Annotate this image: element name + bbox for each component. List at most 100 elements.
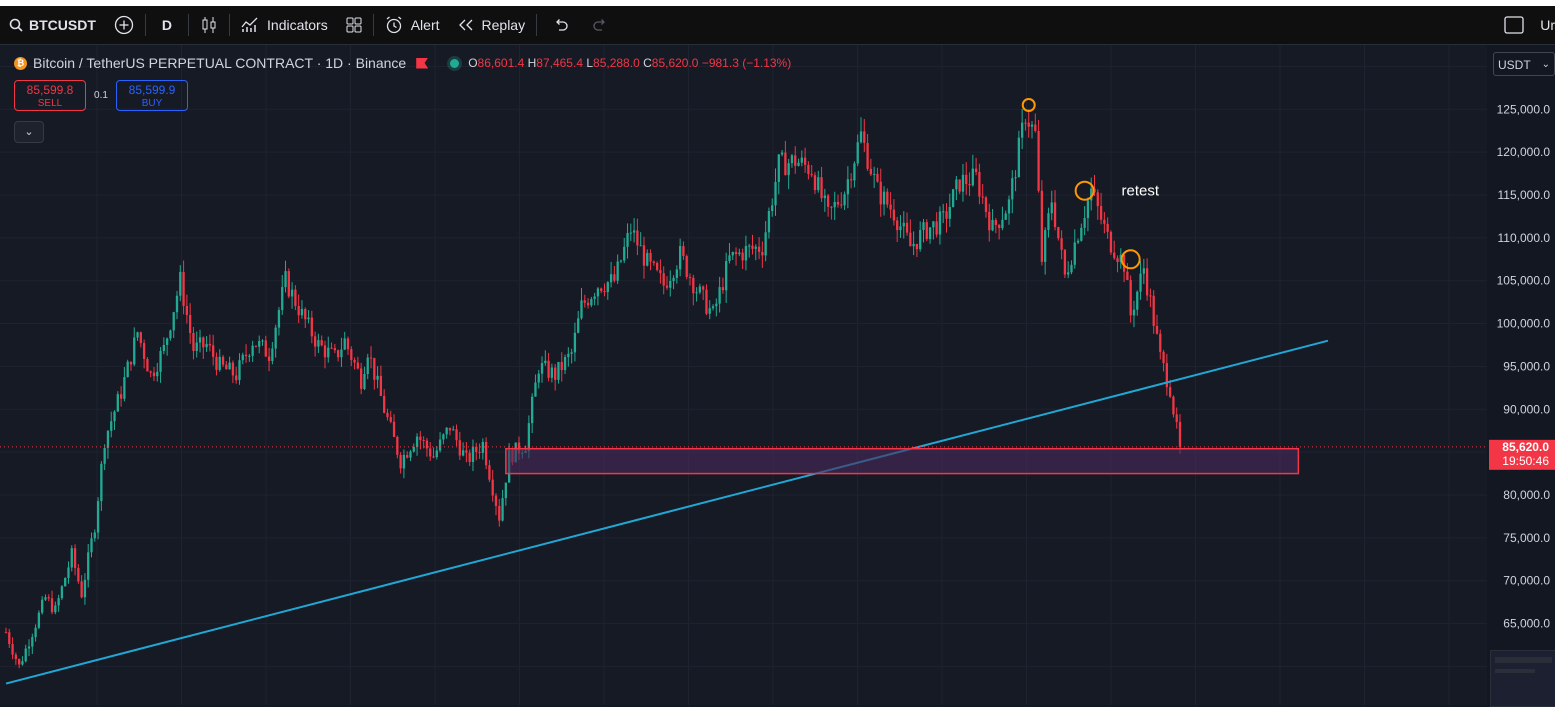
candle-body — [149, 371, 152, 373]
candle-body — [540, 363, 544, 374]
candle-body — [994, 220, 997, 225]
candle-body — [807, 164, 810, 175]
low-label: L — [586, 56, 594, 70]
candle-body — [494, 495, 498, 506]
layouts-button[interactable] — [337, 6, 371, 44]
candle-body — [402, 455, 406, 469]
buy-price: 85,599.9 — [128, 83, 176, 97]
candle-body — [152, 372, 156, 377]
candle-body — [159, 350, 162, 372]
candle-body — [1149, 295, 1152, 297]
candle-body — [682, 246, 685, 257]
compare-button[interactable] — [105, 6, 143, 44]
candle-body — [1103, 219, 1106, 224]
candle-body — [70, 548, 73, 568]
order-quantity[interactable]: 0.1 — [94, 90, 108, 101]
candle-body — [254, 345, 258, 347]
chart-legend: ₿ Bitcoin / TetherUS PERPETUAL CONTRACT … — [14, 55, 791, 71]
candle-body — [797, 162, 800, 166]
candle-body — [1027, 122, 1030, 127]
candle-body — [826, 195, 830, 207]
candle-body — [80, 581, 83, 598]
candle-body — [60, 586, 64, 599]
candle-body — [1073, 242, 1076, 265]
candle-body — [1109, 231, 1113, 253]
candle-body — [438, 439, 442, 451]
candle-body — [44, 597, 47, 600]
candle-body — [123, 377, 126, 399]
chart-area[interactable]: retest 130,000.0125,000.0120,000.0115,00… — [0, 45, 1555, 707]
flag-icon[interactable] — [416, 57, 429, 69]
candle-body — [1099, 206, 1103, 220]
candle-body — [692, 277, 695, 294]
chart-type-button[interactable] — [191, 6, 227, 44]
undo-button[interactable] — [539, 6, 583, 44]
candle-body — [432, 456, 435, 458]
candle-body — [935, 221, 938, 235]
candle-body — [376, 375, 379, 380]
candle-body — [198, 337, 202, 343]
candle-body — [106, 430, 110, 449]
candle-body — [126, 361, 129, 378]
legend-collapse-button[interactable]: ⌄ — [14, 121, 44, 143]
fullscreen-button[interactable] — [1498, 6, 1530, 44]
candle-body — [652, 261, 655, 264]
price-tick-label: 105,000.0 — [1497, 274, 1551, 288]
candle-body — [715, 303, 718, 307]
candle-body — [876, 173, 879, 182]
indicators-button[interactable]: Indicators — [232, 6, 337, 44]
candle-body — [1030, 124, 1034, 127]
currency-select[interactable]: USDT ⌄ — [1493, 52, 1555, 76]
candle-body — [606, 282, 609, 293]
candle-body — [300, 308, 304, 316]
candle-body — [780, 152, 784, 155]
annotation-text: retest — [1122, 183, 1160, 200]
candle-body — [550, 367, 554, 378]
candle-body — [235, 375, 238, 381]
buy-label: BUY — [141, 98, 163, 109]
candle-body — [192, 332, 195, 351]
candle-body — [31, 637, 34, 647]
symbol-search[interactable]: BTCUSDT — [0, 6, 105, 44]
low-value: 85,288.0 — [593, 56, 640, 70]
candle-body — [675, 269, 679, 278]
candle-body — [882, 191, 886, 205]
candle-body — [836, 201, 840, 205]
candle-body — [445, 427, 448, 435]
sell-button[interactable]: 85,599.8 SELL — [14, 80, 86, 111]
high-label: H — [527, 56, 537, 70]
candle-body — [705, 289, 708, 314]
redo-icon — [593, 19, 606, 31]
candle-body — [577, 318, 580, 333]
candle-body — [892, 209, 896, 221]
candle-body — [231, 362, 235, 376]
candle-body — [596, 288, 600, 297]
candle-body — [412, 447, 415, 452]
candle-body — [1122, 254, 1126, 272]
mini-preview — [1490, 650, 1555, 707]
candle-body — [764, 232, 767, 256]
candle-body — [955, 179, 958, 190]
candle-body — [363, 374, 366, 389]
interval-button[interactable]: D — [148, 6, 186, 44]
candle-body — [586, 302, 590, 306]
search-icon — [9, 18, 23, 32]
candle-body — [274, 327, 277, 349]
candle-body — [1050, 202, 1053, 214]
price-chart[interactable]: retest 130,000.0125,000.0120,000.0115,00… — [0, 45, 1555, 705]
candle-body — [14, 654, 18, 659]
candle-body — [215, 356, 218, 370]
candle-body — [537, 373, 540, 383]
candle-body — [774, 182, 777, 206]
candle-body — [37, 612, 41, 628]
replay-button[interactable]: Replay — [449, 6, 535, 44]
candle-body — [741, 252, 744, 261]
symbol-title[interactable]: Bitcoin / TetherUS PERPETUAL CONTRACT · … — [33, 55, 407, 71]
alert-button[interactable]: Alert — [376, 6, 449, 44]
candle-body — [165, 338, 169, 345]
price-tick-label: 70,000.0 — [1503, 574, 1550, 588]
candle-body — [366, 357, 369, 375]
candle-body — [1116, 258, 1119, 262]
buy-button[interactable]: 85,599.9 BUY — [116, 80, 188, 111]
redo-button[interactable] — [583, 6, 617, 44]
